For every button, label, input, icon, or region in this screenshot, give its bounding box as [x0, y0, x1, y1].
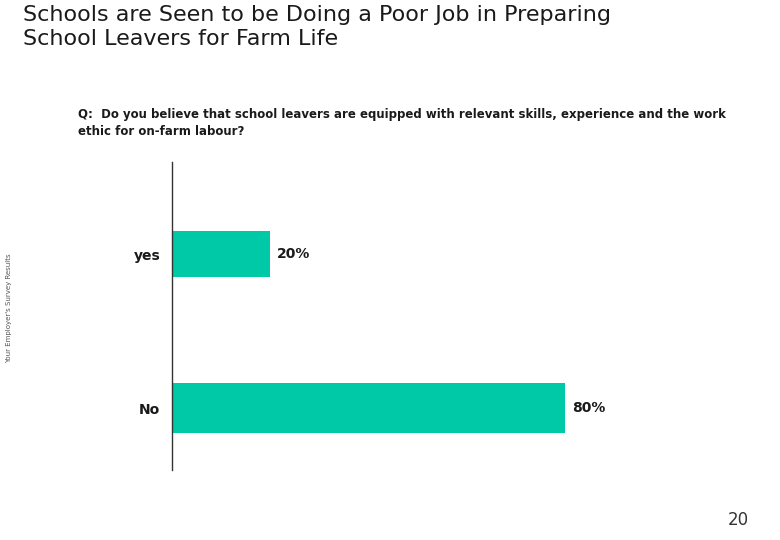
Text: 80%: 80% [572, 401, 605, 415]
Text: 20: 20 [728, 511, 749, 529]
Bar [172, 231, 270, 278]
Bar [172, 383, 565, 433]
Text: 20%: 20% [277, 247, 310, 261]
Text: Q:  Do you believe that school leavers are equipped with relevant skills, experi: Q: Do you believe that school leavers ar… [78, 108, 726, 138]
Text: Your Employer's Survey Results: Your Employer's Survey Results [6, 253, 12, 363]
Text: Schools are Seen to be Doing a Poor Job in Preparing
School Leavers for Farm Lif: Schools are Seen to be Doing a Poor Job … [23, 5, 612, 49]
